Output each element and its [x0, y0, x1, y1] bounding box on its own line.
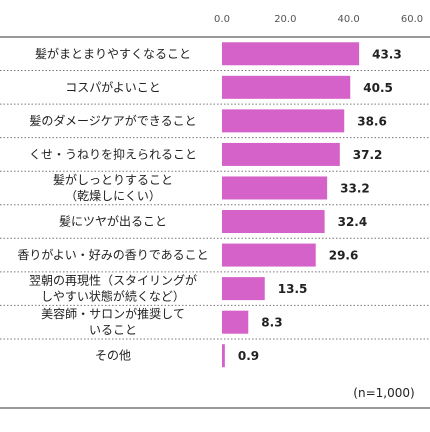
x-tick-label: 60.0 [401, 14, 423, 25]
bar [222, 344, 225, 368]
value-label: 33.2 [340, 181, 370, 195]
category-label: 髪のダメージケアができること [29, 113, 196, 128]
category-label-line: くせ・うねりを抑えられること [29, 146, 197, 161]
category-label: 髪にツヤが出ること [59, 214, 167, 229]
category-label: 美容師・サロンが推奨していること [41, 306, 185, 337]
category-label-line: 美容師・サロンが推奨して [41, 306, 185, 321]
x-tick-label: 0.0 [214, 14, 230, 25]
category-label: コスパがよいこと [65, 79, 160, 94]
chart-row: 美容師・サロンが推奨していること 8.3 [0, 306, 430, 340]
value-label: 29.6 [329, 249, 359, 263]
value-label: 0.9 [238, 349, 259, 363]
category-label-line: （乾燥しにくい） [65, 189, 161, 203]
category-label: くせ・うねりを抑えられること [29, 146, 197, 161]
value-label: 8.3 [261, 316, 282, 330]
chart-row: 髪にツヤが出ること 32.4 [0, 210, 430, 239]
category-label-line: しやすい状態が続くなど） [41, 289, 185, 304]
value-label: 40.5 [363, 81, 393, 95]
category-label-line: 髪にツヤが出ること [59, 214, 167, 229]
category-label: 髪がしっとりすること （乾燥しにくい） [53, 172, 173, 203]
category-label: 香りがよい・好みの香りであること [17, 247, 208, 262]
chart-row: 髪がしっとりすること （乾燥しにくい） 33.2 [0, 172, 430, 206]
x-tick-label: 40.0 [338, 14, 360, 25]
x-axis-ticks: 0.0 20.0 40.0 60.0 [214, 14, 423, 25]
chart-row: くせ・うねりを抑えられること 37.2 [0, 142, 430, 172]
chart-row: 髪がまとまりやすくなること 43.3 [0, 42, 430, 72]
chart-row: コスパがよいこと 40.5 [0, 75, 430, 105]
chart-row: 香りがよい・好みの香りであること 29.6 [0, 243, 430, 273]
category-label-line: コスパがよいこと [65, 79, 160, 94]
category-label: その他 [95, 349, 131, 363]
category-label: 翌朝の再現性（スタイリングがしやすい状態が続くなど） [29, 273, 197, 304]
category-label-line: 髪がまとまりやすくなること [35, 46, 191, 61]
bar [222, 142, 340, 166]
value-label: 32.4 [338, 215, 368, 229]
x-tick-label: 20.0 [274, 14, 296, 25]
bar [222, 75, 351, 99]
category-label-line: 髪のダメージケアができること [29, 113, 196, 128]
bar [222, 109, 345, 133]
category-label: 髪がまとまりやすくなること [35, 46, 191, 61]
bar [222, 243, 316, 267]
bar [222, 277, 265, 301]
bar [222, 210, 325, 234]
chart-row: 翌朝の再現性（スタイリングがしやすい状態が続くなど） 13.5 [0, 273, 430, 306]
category-label-line: いること [89, 323, 137, 337]
category-label-line: 翌朝の再現性（スタイリングが [29, 273, 197, 288]
category-label-line: 髪がしっとりすること [53, 172, 173, 187]
chart-rows: 髪がまとまりやすくなること 43.3 コスパがよいこと 40.5 髪のダメージケアができ… [0, 42, 430, 368]
value-label: 43.3 [372, 47, 402, 61]
value-label: 38.6 [357, 114, 387, 128]
bar [222, 42, 360, 66]
value-label: 37.2 [353, 148, 383, 162]
category-label-line: その他 [95, 349, 131, 363]
value-label: 13.5 [278, 282, 308, 296]
category-label-line: 香りがよい・好みの香りであること [17, 247, 208, 262]
bar [222, 176, 328, 200]
chart-row: 髪のダメージケアができること 38.6 [0, 109, 430, 139]
sample-size-note: (n=1,000) [353, 386, 414, 400]
bar [222, 310, 249, 334]
chart-row: その他 0.9 [95, 344, 259, 368]
